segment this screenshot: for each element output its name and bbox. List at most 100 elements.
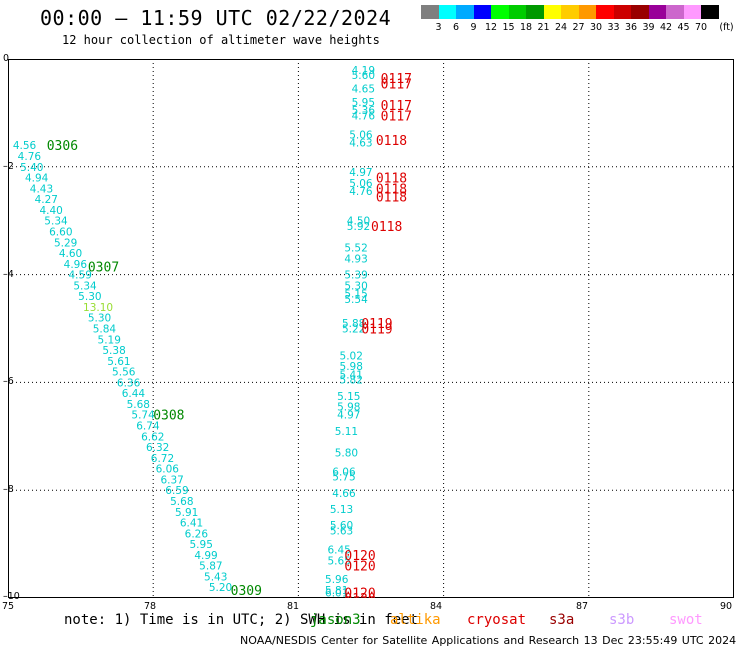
wave-height-value: 4.76 xyxy=(18,151,42,163)
pass-time-label: 0117 xyxy=(381,72,412,87)
wave-height-value: 5.95 xyxy=(352,97,375,109)
x-tick-label: 90 xyxy=(720,601,733,612)
legend-swatch xyxy=(578,5,596,19)
wave-height-value: 5.34 xyxy=(73,280,97,292)
wave-height-value: 4.19 xyxy=(352,65,375,77)
wave-height-value: 5.22 xyxy=(342,324,365,336)
legend-swatch xyxy=(456,5,474,19)
pass-time-label: 0118 xyxy=(376,190,407,205)
wave-height-value: 5.92 xyxy=(347,221,370,233)
legend-unit: (ft) xyxy=(719,22,734,33)
legend-label: 36 xyxy=(624,22,638,33)
wave-height-value: 6.26 xyxy=(185,528,209,540)
chart-subtitle: 12 hour collection of altimeter wave hei… xyxy=(62,33,380,47)
wave-height-value: 6.37 xyxy=(160,474,183,486)
wave-height-value: 4.63 xyxy=(349,138,372,150)
wave-height-value: 5.15 xyxy=(344,288,367,300)
wave-height-value: 5.36 xyxy=(352,105,376,117)
wave-height-value: 6.06 xyxy=(156,464,180,476)
satellite-name: s3b xyxy=(609,612,635,628)
legend-label: 6 xyxy=(452,22,460,33)
wave-height-value: 5.56 xyxy=(112,367,136,379)
wave-height-value: 6.41 xyxy=(180,518,203,530)
satellite-name: cryosat xyxy=(467,612,527,628)
legend-label: 21 xyxy=(537,22,550,33)
x-tick-label: 75 xyxy=(2,601,15,612)
legend-label: 45 xyxy=(677,22,690,33)
y-tick-label: –6 xyxy=(3,376,14,387)
wave-height-value: 5.82 xyxy=(340,375,363,387)
map-plot: 4.564.765.404.944.434.274.405.346.605.29… xyxy=(8,59,734,598)
wave-height-value: 5.74 xyxy=(131,410,155,422)
pass-time-label: 0118 xyxy=(376,172,407,187)
wave-height-value: 5.34 xyxy=(44,216,68,228)
legend-label: 24 xyxy=(554,22,568,33)
pass-time-label: 0120 xyxy=(344,587,375,598)
wave-height-value: 5.39 xyxy=(344,270,367,282)
wave-height-value: 5.98 xyxy=(340,361,363,373)
legend-swatch xyxy=(631,5,649,19)
x-tick-label: 81 xyxy=(287,601,300,612)
legend-label: 12 xyxy=(484,22,498,33)
legend-swatch xyxy=(683,5,701,19)
wave-height-value: 5.30 xyxy=(78,291,101,303)
wave-height-value: 4.65 xyxy=(352,84,375,96)
y-tick-label: –10 xyxy=(3,591,20,602)
satellite-name: s3a xyxy=(549,612,575,628)
wave-height-value: 5.96 xyxy=(325,574,349,586)
wave-height-value: 4.40 xyxy=(39,205,62,217)
pass-time-label: 0306 xyxy=(47,139,78,154)
pass-time-label: 0117 xyxy=(381,77,412,92)
wave-height-value: 4.96 xyxy=(64,259,88,271)
legend-label: 70 xyxy=(694,22,708,33)
pass-time-label: 0119 xyxy=(361,323,392,338)
y-tick-label: –4 xyxy=(3,269,14,280)
y-tick-label: –2 xyxy=(3,161,14,172)
legend-swatch xyxy=(613,5,631,19)
wave-height-value: 5.29 xyxy=(54,237,77,249)
wave-height-value: 5.06 xyxy=(349,178,373,190)
wave-height-value: 6.45 xyxy=(327,544,350,556)
pass-time-label: 0307 xyxy=(88,261,119,276)
wave-height-value: 4.50 xyxy=(347,216,370,228)
legend-label: 18 xyxy=(519,22,533,33)
wave-height-value: 5.30 xyxy=(344,280,367,292)
pass-time-label: 0309 xyxy=(231,584,262,598)
wave-height-value: 5.11 xyxy=(335,426,358,438)
legend-swatch xyxy=(438,5,456,19)
x-tick-label: 78 xyxy=(144,601,157,612)
wave-height-value: 5.63 xyxy=(330,526,353,538)
pass-time-label: 0120 xyxy=(344,592,375,598)
wave-height-value: 5.20 xyxy=(209,582,232,594)
y-tick-label: –8 xyxy=(3,484,14,495)
wave-height-value: 4.76 xyxy=(349,186,373,198)
wave-height-value: 4.27 xyxy=(35,194,58,206)
wave-height-value: 5.84 xyxy=(93,324,117,336)
wave-height-value: 4.60 xyxy=(59,248,82,260)
wave-height-value: 5.88 xyxy=(342,318,365,330)
wave-height-value: 6.01 xyxy=(325,588,348,598)
wave-height-value: 5.60 xyxy=(352,70,375,82)
legend-swatch xyxy=(526,5,544,19)
legend-swatch xyxy=(666,5,684,19)
wave-height-value: 6.59 xyxy=(165,485,188,497)
legend-swatch xyxy=(648,5,666,19)
legend-swatch xyxy=(473,5,491,19)
wave-height-value: 4.66 xyxy=(332,488,356,500)
wave-height-value: 5.87 xyxy=(199,561,222,573)
legend-label: 27 xyxy=(572,22,585,33)
wave-height-value: 6.72 xyxy=(151,453,174,465)
wave-height-value: 5.68 xyxy=(127,399,150,411)
wave-height-value: 5.95 xyxy=(190,539,213,551)
legend-swatch xyxy=(543,5,561,19)
legend-swatch xyxy=(561,5,579,19)
pass-time-label: 0119 xyxy=(361,317,392,332)
wave-height-value: 6.74 xyxy=(136,421,160,433)
wave-height-value: 5.40 xyxy=(20,162,43,174)
pass-time-label: 0118 xyxy=(376,182,407,197)
legend-label: 30 xyxy=(589,22,603,33)
wave-height-value: 5.06 xyxy=(349,129,373,141)
wave-height-value: 5.68 xyxy=(170,496,193,508)
pass-time-label: 0117 xyxy=(381,99,412,114)
wave-height-value: 5.75 xyxy=(332,472,355,484)
